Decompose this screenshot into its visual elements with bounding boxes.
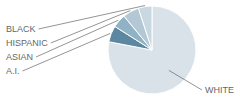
slices <box>108 6 196 94</box>
slice-label: WHITE <box>205 85 234 95</box>
pie-slice <box>138 6 152 50</box>
slice-label: ASIAN <box>6 52 33 62</box>
pie-slice <box>108 6 196 94</box>
slice-label: A.I. <box>6 66 20 76</box>
leader-line <box>23 33 111 71</box>
leader-line <box>169 70 202 90</box>
leader-line <box>51 11 130 43</box>
leader-line <box>36 20 118 57</box>
chart: BLACK HISPANIC ASIAN A.I. WHITE <box>0 0 240 100</box>
leader-line <box>39 6 145 29</box>
slice-label: HISPANIC <box>6 38 48 48</box>
labels: BLACK HISPANIC ASIAN A.I. WHITE <box>6 6 234 95</box>
slice-label: BLACK <box>6 24 36 34</box>
